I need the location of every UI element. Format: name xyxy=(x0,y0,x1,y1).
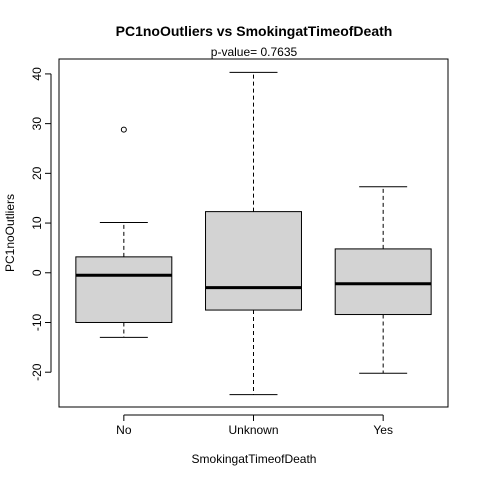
x-axis-label: SmokingatTimeofDeath xyxy=(192,452,317,466)
x-tick-label: Yes xyxy=(373,423,393,437)
box-iqr xyxy=(205,211,302,311)
box-iqr xyxy=(334,248,432,316)
box-unknown xyxy=(205,71,302,396)
x-tick-label: Unknown xyxy=(228,423,278,437)
x-axis: No Unknown Yes xyxy=(116,414,393,437)
outlier-point xyxy=(120,126,127,133)
y-tick-label: 0 xyxy=(30,269,44,276)
y-tick-label: 10 xyxy=(30,216,44,230)
y-tick-label: -20 xyxy=(30,363,44,381)
box-no xyxy=(75,126,173,338)
box-yes xyxy=(334,186,432,374)
p-value-subtitle: p-value= 0.7635 xyxy=(211,45,298,59)
y-tick-label: 20 xyxy=(30,166,44,180)
y-axis-label: PC1noOutliers xyxy=(3,194,17,272)
box-iqr xyxy=(75,256,173,323)
x-tick-label: No xyxy=(116,423,132,437)
y-tick-label: -10 xyxy=(30,313,44,331)
y-axis: -20 -10 0 10 20 30 40 xyxy=(30,67,52,381)
chart-title: PC1noOutliers vs SmokingatTimeofDeath xyxy=(116,23,393,39)
y-tick-label: 40 xyxy=(30,67,44,81)
boxes-group xyxy=(75,71,432,396)
plot-frame xyxy=(58,58,449,408)
y-tick-label: 30 xyxy=(30,117,44,131)
